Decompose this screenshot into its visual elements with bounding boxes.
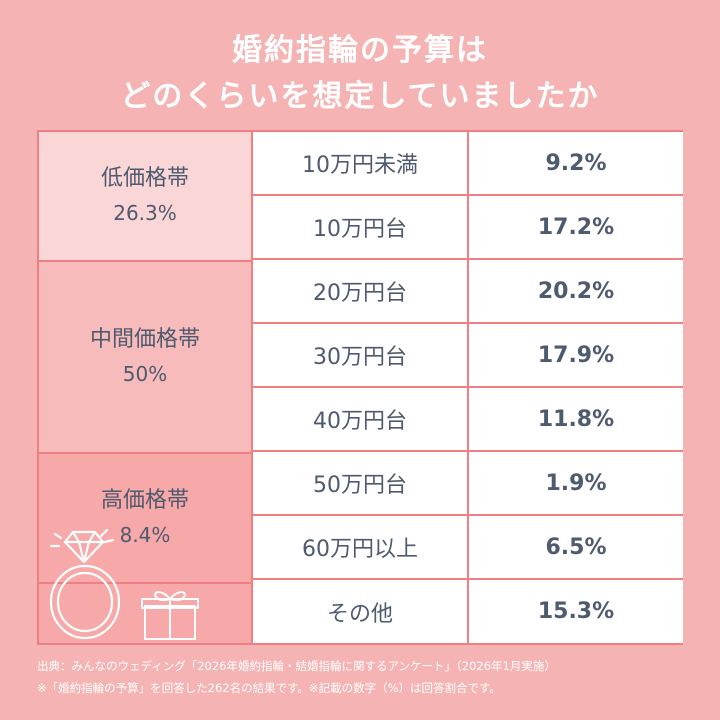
diamond-ring-icon	[49, 528, 121, 640]
group-low-price: 低価格帯 26.3%	[39, 132, 253, 262]
row-label: 60万円以上	[253, 516, 469, 578]
table-row: 30万円台 17.9%	[253, 324, 683, 388]
gift-box-icon	[141, 591, 199, 640]
row-label: 10万円台	[253, 196, 469, 258]
page-title: 婚約指輪の予算は どのくらいを想定していましたか	[0, 28, 720, 120]
row-label: その他	[253, 580, 469, 643]
table-row: 10万円台 17.2%	[253, 196, 683, 260]
method-note: ※「婚約指輪の予算」を回答した262名の結果です。※記載の数字（%）は回答割合で…	[37, 681, 501, 695]
group-percentage: 26.3%	[113, 201, 177, 225]
row-value: 17.2%	[537, 214, 615, 240]
row-value: 9.2%	[545, 150, 607, 176]
footer-notes: 出典：みんなのウェディング「2026年婚約指輪・結婚指輪に関するアンケート」（2…	[37, 655, 697, 699]
row-label: 50万円台	[253, 452, 469, 514]
group-label: 低価格帯	[100, 166, 189, 191]
row-value: 1.9%	[545, 470, 607, 496]
group-label: 中間価格帯	[89, 327, 200, 352]
table-row: その他 15.3%	[253, 580, 683, 643]
budget-table: 低価格帯 26.3% 中間価格帯 50% 高価格帯 8.4% 10万円未満 9.…	[37, 130, 683, 645]
group-percentage: 8.4%	[119, 523, 171, 547]
row-value: 20.2%	[537, 278, 615, 304]
group-high-price: 高価格帯 8.4%	[39, 454, 253, 582]
source-note: 出典：みんなのウェディング「2026年婚約指輪・結婚指輪に関するアンケート」（2…	[37, 659, 556, 673]
group-label: 高価格帯	[100, 488, 189, 513]
group-mid-price: 中間価格帯 50%	[39, 262, 253, 454]
title-line-2: どのくらいを想定していましたか	[120, 79, 600, 114]
row-label: 10万円未満	[253, 132, 469, 194]
title-line-1: 婚約指輪の予算は	[232, 33, 488, 68]
table-row: 40万円台 11.8%	[253, 388, 683, 452]
row-value: 11.8%	[537, 406, 615, 432]
table-row: 50万円台 1.9%	[253, 452, 683, 516]
row-label: 20万円台	[253, 260, 469, 322]
row-value: 17.9%	[537, 342, 615, 368]
table-row: 20万円台 20.2%	[253, 260, 683, 324]
row-value: 6.5%	[545, 534, 607, 560]
table-row: 60万円以上 6.5%	[253, 516, 683, 580]
table-row: 10万円未満 9.2%	[253, 132, 683, 196]
row-value: 15.3%	[537, 599, 615, 624]
row-label: 40万円台	[253, 388, 469, 450]
group-percentage: 50%	[122, 362, 168, 386]
row-label: 30万円台	[253, 324, 469, 386]
